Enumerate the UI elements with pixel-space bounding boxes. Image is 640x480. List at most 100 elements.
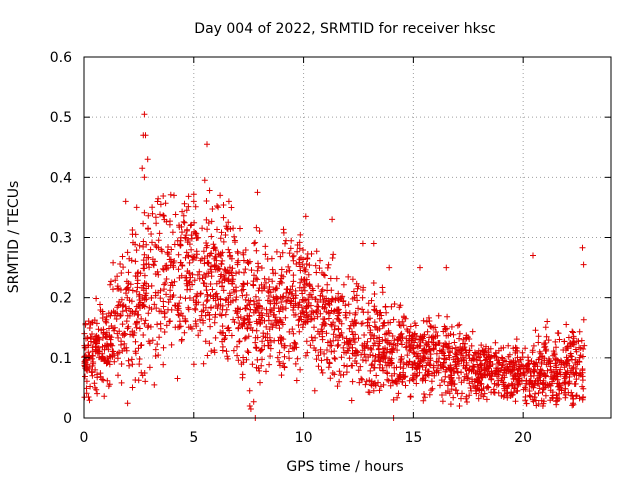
data-point [391,301,398,307]
data-point [370,380,377,387]
data-point [526,378,533,384]
data-point [81,353,88,360]
data-point [109,342,116,349]
data-point [126,362,133,369]
data-point [276,308,283,315]
data-point [327,375,334,382]
data-point [466,380,473,387]
data-point [497,367,504,374]
data-point [227,252,234,259]
data-point [451,339,458,346]
data-point [194,292,200,299]
data-point [420,353,427,360]
data-point [239,292,246,299]
data-point [465,374,472,381]
data-point [115,334,122,341]
data-point [195,332,202,339]
data-point [424,328,431,335]
data-point [168,341,175,348]
data-point [133,324,140,331]
data-point [217,235,224,242]
data-point [220,202,227,208]
data-point [319,286,326,293]
data-point [204,226,211,233]
data-point [324,287,331,294]
data-point [296,239,303,246]
data-point [433,358,440,365]
data-point [92,366,99,373]
data-point [148,231,155,237]
data-point [136,242,143,249]
data-point [110,259,117,266]
data-point [170,262,176,269]
data-point [254,300,261,307]
data-point [97,370,104,377]
data-point [217,192,224,199]
data-point [211,319,218,326]
data-point [356,379,363,386]
data-point [136,325,143,332]
data-point [297,263,303,270]
data-point [165,299,172,306]
data-point [349,362,356,369]
data-point [468,342,475,349]
data-point [289,253,296,260]
data-point [446,348,453,355]
data-point [484,383,491,390]
data-point [204,352,211,359]
data-point [116,349,122,356]
data-point [292,300,299,307]
data-point [204,259,211,266]
data-point [244,348,251,355]
data-point [375,346,382,353]
data-point [305,302,312,309]
data-point [256,285,263,292]
data-point [174,375,181,382]
data-point [570,401,577,408]
data-point [304,349,311,356]
data-point [214,226,220,233]
data-point [409,361,416,368]
data-point [149,210,156,217]
data-point [240,320,247,327]
data-point [279,249,286,256]
data-point [412,364,419,371]
data-point [192,203,199,210]
data-point [359,306,366,313]
data-point [579,244,586,251]
data-point [309,294,315,301]
data-point [197,290,204,297]
data-point [295,302,302,309]
data-point [293,344,300,351]
data-point [219,323,226,330]
data-point [89,331,95,337]
data-point [419,377,426,384]
data-point [399,318,406,325]
data-point [179,229,185,236]
data-point [123,278,130,285]
data-point [283,290,290,296]
data-point [404,326,410,333]
data-point [444,313,451,320]
data-point [157,201,164,208]
data-point [384,376,391,383]
data-point [383,369,390,376]
data-point [369,361,376,368]
data-point [424,341,431,348]
data-point [228,204,235,211]
data-point [249,361,256,368]
data-point [379,364,386,371]
data-point [99,343,106,350]
data-point [487,362,494,369]
data-point [157,325,164,332]
data-point [281,353,288,360]
data-point [273,248,280,255]
data-point [254,334,261,341]
data-point [393,364,400,371]
data-point [289,326,296,333]
data-point [499,362,505,369]
data-point [281,342,288,349]
data-point [299,296,306,303]
data-point [297,279,304,286]
data-point [480,351,487,358]
